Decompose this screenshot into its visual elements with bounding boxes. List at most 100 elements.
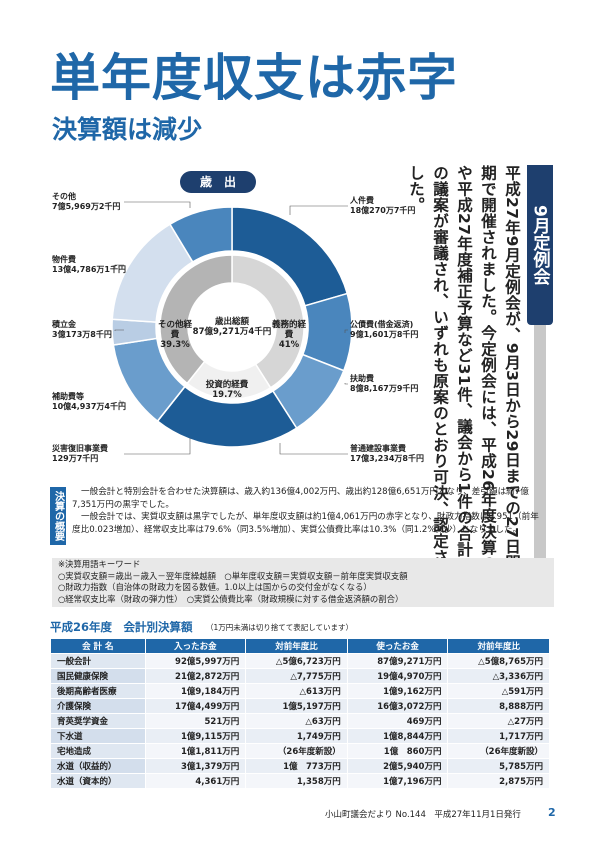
leader-line bbox=[119, 400, 124, 403]
table-cell: 水道（資本的） bbox=[50, 773, 146, 789]
table: 会 計 名入ったお金 対前年度比 使ったお金 対前年度比 一般会計 92億5,997万円 △… bbox=[50, 638, 550, 789]
segment-name: 災害復旧事業費 bbox=[52, 444, 108, 453]
segment-amount: 10億4,937万4千円 bbox=[52, 402, 127, 411]
table-row: 育英奨学資金 521万円 △63万円 469万円 △27万円 bbox=[50, 713, 550, 729]
segment-amount: 13億4,786万1千円 bbox=[52, 265, 127, 274]
keyword-line: ○財政力指数（自治体の財政力を図る数値。1.0以上は国からの交付金がなくなる） bbox=[58, 582, 372, 592]
inner-share: 41% bbox=[278, 340, 300, 350]
column-header: 会 計 名 bbox=[50, 638, 146, 654]
segment-amount: 7億5,969万2千円 bbox=[52, 202, 121, 211]
keywords-heading: ※決算用語キーワード bbox=[58, 559, 141, 569]
segment-label: 人件費 18億270万7千円 bbox=[350, 196, 415, 216]
table-cell: 87億9,271万円 bbox=[346, 653, 449, 669]
table-cell: 21億2,872万円 bbox=[144, 668, 247, 684]
inner-share: 39.3% bbox=[160, 340, 190, 350]
paragraph: 一般会計では、実質収支額は黒字でしたが、単年度収支額は約1億4,061万円の赤字… bbox=[72, 512, 539, 535]
segment-name: 補助費等 bbox=[52, 392, 84, 401]
inner-share: 19.7% bbox=[212, 390, 242, 400]
segment-amount: 8億8,167万9千円 bbox=[350, 384, 419, 393]
segment-label: 補助費等 10億4,937万4千円 bbox=[52, 392, 126, 412]
table-row: 下水道 1億9,115万円 1,749万円 1億8,844万円 1,717万円 bbox=[50, 728, 550, 744]
table-cell: 19億4,970万円 bbox=[346, 668, 449, 684]
tab-bar bbox=[534, 325, 546, 605]
leader-line bbox=[289, 205, 348, 215]
table-cell: 1億9,115万円 bbox=[144, 728, 247, 744]
table-title: 平成26年度 会計別決算額 bbox=[50, 620, 193, 634]
summary: 一般会計と特別会計を合わせた決算額は、歳入約136億4,002万円、歳出約128… bbox=[72, 486, 547, 536]
segment-name: 公債費(借金返済) bbox=[350, 320, 414, 329]
table-cell: 1,358万円 bbox=[245, 773, 348, 789]
table-cell: 1,749万円 bbox=[245, 728, 348, 744]
segment-name: その他 bbox=[52, 192, 76, 201]
table-cell: 1億5,197万円 bbox=[245, 698, 348, 714]
footer: 小山町議会だより No.144 平成27年11月1日発行 bbox=[325, 810, 521, 820]
table-row: 一般会計 92億5,997万円 △5億6,723万円 87億9,271万円 △5億8,7… bbox=[50, 653, 550, 669]
section-tab: 9月定例会 bbox=[527, 165, 553, 325]
summary-tab: 決算の概要 bbox=[50, 487, 66, 545]
figure: 歳 出 歳出総額 87億9,271万4千円 義務的経費 41% 投資的経費 19.7% その… bbox=[40, 168, 440, 478]
inner-label: 義務的経費 41% bbox=[272, 320, 306, 350]
segment-label: その他 7億5,969万2千円 bbox=[52, 192, 120, 212]
table-cell: 3億1,379万円 bbox=[144, 758, 247, 774]
leader-line bbox=[124, 438, 191, 455]
segment-label: 積立金 3億173万8千円 bbox=[52, 320, 112, 340]
leader-line bbox=[124, 201, 191, 208]
table-row: 後期高齢者医療 1億9,184万円 △613万円 1億9,162万円 △591万円 bbox=[50, 683, 550, 699]
table-cell: 16億3,072万円 bbox=[346, 698, 449, 714]
leader-line bbox=[344, 329, 348, 333]
table-cell: 1億9,184万円 bbox=[144, 683, 247, 699]
segment-label: 普通建設事業費 17億3,234万8千円 bbox=[350, 444, 424, 464]
table-cell: 521万円 bbox=[144, 713, 247, 729]
table-cell: 8,888万円 bbox=[447, 698, 550, 714]
table-note: （1万円未満は切り捨てて表記しています） bbox=[206, 623, 354, 632]
segment-label: 扶助費 8億8,167万9千円 bbox=[350, 374, 418, 394]
table-row: 水道（収益的） 3億1,379万円 1億 773万円 2億5,940万円 5,785万円 bbox=[50, 758, 550, 774]
table-cell: 1億7,196万円 bbox=[346, 773, 449, 789]
subtitle: 決算額は減少 bbox=[52, 115, 203, 144]
table-cell: 2億5,940万円 bbox=[346, 758, 449, 774]
figure-title: 歳 出 bbox=[200, 174, 236, 189]
segment-amount: 17億3,234万8千円 bbox=[350, 454, 425, 463]
leader-line bbox=[344, 383, 348, 385]
table-cell: △27万円 bbox=[447, 713, 550, 729]
table-cell: △5億8,765万円 bbox=[447, 653, 550, 669]
inner-name: 投資的経費 bbox=[205, 380, 249, 390]
table-cell: 1億8,844万円 bbox=[346, 728, 449, 744]
keyword-line: ○実質収支額＝歳出－歳入－翌年度繰越額 ○単年度収支額＝実質収支額－前年度実質収… bbox=[58, 570, 408, 581]
table-cell: 介護保険 bbox=[50, 698, 146, 714]
donut-segment bbox=[168, 206, 233, 263]
inner-name: 義務的経費 bbox=[272, 320, 307, 340]
table-cell: 1億1,811万円 bbox=[144, 743, 247, 759]
segment-amount: 129万7千円 bbox=[52, 454, 99, 463]
table-cell: 1億9,162万円 bbox=[346, 683, 449, 699]
table-cell: 92億5,997万円 bbox=[144, 653, 247, 669]
segment-name: 物件費 bbox=[52, 255, 76, 264]
segment-amount: 9億1,601万8千円 bbox=[350, 330, 419, 339]
table-cell: △5億6,723万円 bbox=[245, 653, 348, 669]
table-cell: 2,875万円 bbox=[447, 773, 550, 789]
keywords: ※決算用語キーワード ○実質収支額＝歳出－歳入－翌年度繰越額 ○単年度収支額＝実… bbox=[52, 558, 554, 607]
leader-line bbox=[279, 443, 348, 455]
inner-label: 投資的経費 19.7% bbox=[202, 380, 252, 400]
table-cell: △613万円 bbox=[245, 683, 348, 699]
table-cell: 1億 773万円 bbox=[245, 758, 348, 774]
table-cell: 5,785万円 bbox=[447, 758, 550, 774]
center-amount: 87億9,271万4千円 bbox=[192, 327, 272, 337]
vertical-text: 平成27年9月定例会が、9月3日から29日までの27日間の会期で開催されました。… bbox=[407, 165, 521, 604]
segment-name: 積立金 bbox=[52, 320, 76, 329]
segment-amount: 3億173万8千円 bbox=[52, 330, 112, 339]
keyword-line: ○経常収支比率（財政の弾力性） ○実質公債費比率（財政規模に対する借金返済額の割… bbox=[58, 593, 404, 604]
table-cell: △591万円 bbox=[447, 683, 550, 699]
column-header: 対前年度比 bbox=[245, 638, 348, 654]
segment-name: 扶助費 bbox=[350, 374, 374, 383]
table-cell: △3,336万円 bbox=[447, 668, 550, 684]
table-row: 宅地造成 1億1,811万円 （26年度新設） 1億 860万円 （26年度新設） bbox=[50, 743, 550, 759]
donut: 歳 出 bbox=[111, 171, 353, 455]
table-cell: 1億 860万円 bbox=[346, 743, 449, 759]
column-header: 対前年度比 bbox=[447, 638, 550, 654]
figure-title-box bbox=[180, 171, 256, 193]
inner-label: その他経費 39.3% bbox=[158, 320, 192, 350]
table-cell: （26年度新設） bbox=[245, 743, 348, 759]
segment-name: 普通建設事業費 bbox=[350, 444, 406, 453]
